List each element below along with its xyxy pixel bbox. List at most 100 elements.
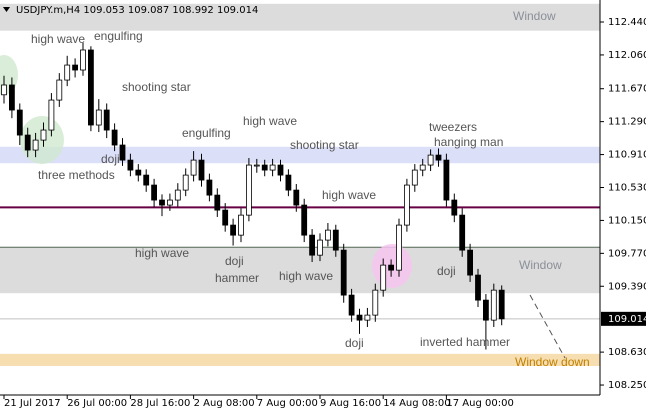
candle-body bbox=[301, 204, 308, 236]
candle-body bbox=[253, 164, 260, 167]
annotation: hammer bbox=[215, 271, 259, 285]
candle-body bbox=[64, 64, 71, 81]
candle-body bbox=[159, 199, 165, 206]
annotation: high wave bbox=[31, 32, 85, 46]
annotation: Window down bbox=[515, 355, 590, 369]
y-tick-label: 112.440 bbox=[608, 17, 646, 28]
annotation: high wave bbox=[279, 269, 333, 283]
annotation: three methods bbox=[38, 168, 115, 182]
zone bbox=[0, 3, 600, 31]
current-price-box bbox=[601, 311, 646, 326]
candle-body bbox=[95, 109, 102, 126]
y-tick-label: 110.910 bbox=[608, 150, 646, 161]
candle-body bbox=[348, 294, 355, 316]
candle-body bbox=[435, 154, 442, 161]
candle-body bbox=[269, 164, 276, 171]
candle-body bbox=[111, 129, 118, 146]
candle-body bbox=[24, 134, 31, 151]
candle-body bbox=[1, 84, 7, 96]
candle-body bbox=[411, 169, 418, 186]
candle-body bbox=[143, 174, 150, 186]
annotation: shooting star bbox=[122, 80, 191, 94]
candle-body bbox=[127, 159, 134, 171]
candle-body bbox=[364, 314, 371, 321]
annotation: inverted hammer bbox=[420, 335, 510, 349]
candle-body bbox=[198, 159, 205, 181]
candle-body bbox=[80, 49, 86, 71]
annotation: shooting star bbox=[290, 138, 359, 152]
y-tick-label: 111.670 bbox=[608, 84, 646, 95]
candle-body bbox=[403, 184, 410, 226]
candle-body bbox=[459, 214, 466, 251]
candle-body bbox=[166, 199, 173, 206]
x-tick-label: 21 Jul 2017 bbox=[4, 398, 61, 409]
candle-body bbox=[388, 264, 395, 271]
candle-body bbox=[103, 109, 110, 131]
annotation: Window bbox=[513, 9, 556, 23]
dropdown-icon bbox=[3, 7, 10, 12]
candle-body bbox=[498, 289, 505, 320]
candle-body bbox=[309, 234, 316, 256]
candle-body bbox=[174, 189, 181, 201]
x-tick-label: 28 Jul 16:00 bbox=[130, 398, 190, 409]
candle-body bbox=[88, 49, 94, 126]
x-tick-label: 14 Aug 08:00 bbox=[383, 398, 450, 409]
candle-body bbox=[230, 224, 237, 236]
candle-body bbox=[16, 109, 23, 136]
candle-body bbox=[396, 224, 402, 271]
candle-body bbox=[490, 289, 497, 321]
candle-body bbox=[119, 144, 126, 161]
candle-body bbox=[372, 289, 379, 316]
candle-body bbox=[135, 169, 142, 176]
candle-body bbox=[467, 249, 474, 276]
x-tick-label: 26 Jul 00:00 bbox=[67, 398, 127, 409]
candle-body bbox=[293, 189, 300, 206]
candle-body bbox=[332, 229, 339, 251]
annotation: engulfing bbox=[182, 126, 231, 140]
current-price-label: 109.014 bbox=[608, 314, 646, 325]
candle-body bbox=[482, 299, 489, 321]
y-tick-label: 109.770 bbox=[608, 248, 646, 259]
zones bbox=[0, 3, 600, 366]
candle-body bbox=[48, 99, 55, 131]
annotation: high wave bbox=[243, 114, 297, 128]
annotation: doji bbox=[225, 254, 244, 268]
x-tick-label: 17 Aug 00:00 bbox=[446, 398, 513, 409]
zone bbox=[0, 353, 600, 366]
zone bbox=[0, 146, 600, 164]
candle-body bbox=[324, 229, 331, 241]
y-tick-label: 112.060 bbox=[608, 50, 646, 61]
y-tick-label: 111.290 bbox=[608, 117, 646, 128]
candle-body bbox=[380, 264, 387, 291]
annotation: doji bbox=[101, 152, 120, 166]
candle-body bbox=[182, 174, 189, 191]
annotation: Window bbox=[519, 258, 562, 272]
x-tick-label: 2 Aug 08:00 bbox=[194, 398, 255, 409]
y-tick-label: 108.250 bbox=[608, 380, 646, 391]
candle-body bbox=[277, 164, 284, 176]
candle-body bbox=[40, 129, 47, 141]
candle-body bbox=[451, 199, 458, 216]
candle-body bbox=[222, 209, 229, 226]
candle-body bbox=[190, 159, 197, 176]
candle-body bbox=[285, 174, 292, 191]
candle-body bbox=[427, 154, 434, 166]
candle-body bbox=[56, 79, 63, 101]
candle-body bbox=[356, 314, 363, 321]
candle-body bbox=[340, 249, 347, 296]
plot bbox=[1, 42, 505, 350]
candle-body bbox=[72, 64, 78, 71]
candle-body bbox=[206, 179, 213, 196]
x-tick-label: 7 Aug 00:00 bbox=[257, 398, 318, 409]
annotation: hanging man bbox=[434, 135, 503, 149]
y-tick-label: 110.150 bbox=[608, 215, 646, 226]
annotation: tweezers bbox=[429, 120, 477, 134]
candle-body bbox=[419, 164, 426, 171]
candle-body bbox=[214, 194, 221, 211]
candle-body bbox=[238, 214, 244, 236]
y-tick-label: 108.630 bbox=[608, 347, 646, 358]
y-tick-label: 109.390 bbox=[608, 281, 646, 292]
candle-body bbox=[32, 139, 39, 151]
